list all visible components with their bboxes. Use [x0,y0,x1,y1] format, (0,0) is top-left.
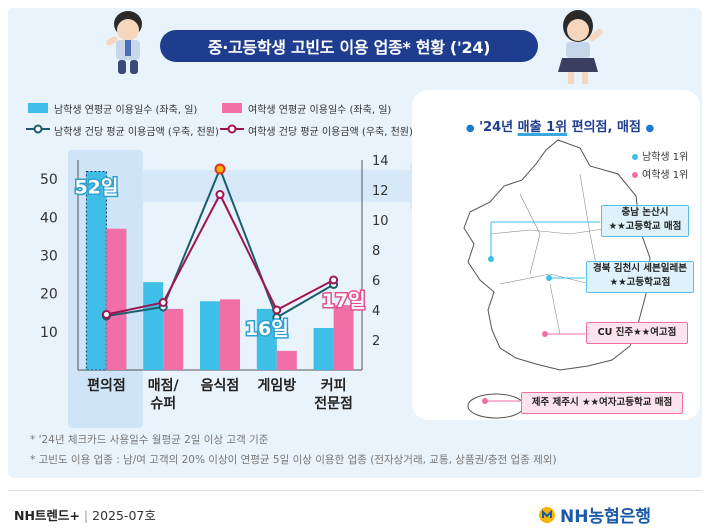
bar [256,308,277,370]
x-category-label: 커피 [321,378,347,394]
bullet-icon: ● [465,123,475,134]
student-girl-illustration [558,10,603,84]
footnote-2: * 고빈도 이용 업종 : 남/여 고객의 20% 이상이 연평균 5일 이상 … [30,454,557,466]
y-right-tick-label: 10 [372,214,389,229]
x-category-label: 전문점 [314,395,353,412]
footnote-1: * '24년 체크카드 사용일수 월평균 2일 이상 고객 기준 [30,434,269,446]
legend-label-female-line: 여학생 건당 평균 이용금액 (우축, 천원) [248,127,413,138]
data-label: 16일 [245,318,289,340]
line-point [101,310,111,319]
y-right-tick-label: 6 [372,274,380,289]
student-boy-illustration [106,11,142,74]
marker-gimcheon [546,275,552,281]
x-category-label: 게임방 [257,377,296,394]
y-left-tick-label: 40 [40,210,58,226]
bar [220,299,240,370]
x-category-label: 편의점 [87,377,126,394]
footer-bank-logo: NH농협은행 [538,502,651,527]
y-right-tick-label: 12 [372,184,389,199]
line-point [158,298,168,307]
legend-swatch-male-bar [28,103,48,113]
data-label: 52일 [74,176,118,198]
legend-label-male-line: 남학생 건당 평균 이용금액 (우축, 천원) [54,127,219,138]
line-point [272,305,282,315]
y-left-tick-label: 50 [40,172,58,188]
footer-divider [8,490,702,491]
callout-gimcheon: 경북 김천시 세븐일레븐 ★★고등학교점 [586,261,694,293]
bullet-icon: ● [645,123,655,134]
y-left-tick-label: 20 [40,287,58,303]
bar [276,350,297,370]
legend-label-female-bar: 여학생 연평균 이용일수 (좌축, 일) [248,105,392,116]
legend-swatch-female-bar [222,103,242,113]
arrow-shape [142,162,437,210]
footer-brand: NH트렌드+ | 2025-07호 [14,508,156,523]
data-label: 17일 [322,290,366,312]
line-point [329,275,339,285]
callout-nonsan: 충남 논산시 ★★고등학교 매점 [601,205,689,237]
legend-swatch-male-line [26,124,50,134]
legend-label-male-bar: 남학생 연평균 이용일수 (좌축, 일) [54,105,198,116]
bar [313,328,334,370]
y-right-tick-label: 4 [372,304,380,319]
line-point [215,190,225,199]
y-right-tick-label: 14 [372,154,389,169]
bar [163,308,184,370]
page-title: 중·고등학생 고빈도 이용 업종* 현황 ('24) [160,30,538,62]
y-right-tick-label: 2 [372,334,380,349]
marker-jinju [542,331,548,337]
map-legend-female: 여학생 1위 [632,166,688,181]
nh-logo-icon [539,506,555,523]
x-category-label: 슈퍼 [150,396,176,412]
bar [333,305,354,370]
bar [200,301,220,370]
map-legend-male: 남학생 1위 [632,148,688,163]
y-left-tick-label: 30 [40,248,58,264]
map-title: ● '24년 매출 1위 편의점, 매점 ● [465,120,655,135]
line-point [214,163,226,175]
x-category-label: 음식점 [201,377,240,394]
legend-swatch-female-line [220,124,244,134]
y-left-tick-label: 10 [40,325,58,341]
y-right-tick-label: 8 [372,244,380,259]
bar [106,228,127,370]
marker-jeju [482,398,488,404]
callout-jinju: CU 진주★★여고점 [586,322,688,344]
marker-nonsan [488,256,494,262]
callout-jeju: 제주 제주시 ★★여자고등학교 매점 [521,392,683,414]
bar [85,170,107,371]
x-category-label: 매점/ [148,377,180,394]
